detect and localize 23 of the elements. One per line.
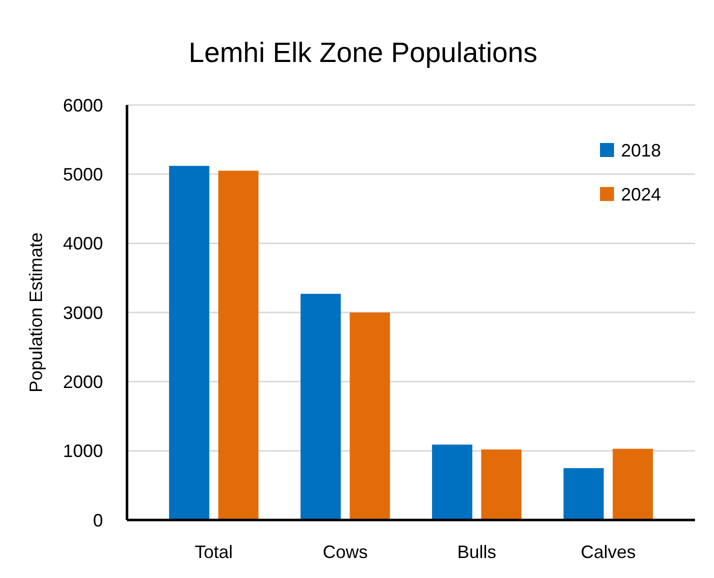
- legend-label: 2024: [621, 184, 662, 204]
- bar: [432, 444, 472, 520]
- bar: [169, 166, 210, 520]
- bar: [612, 448, 653, 520]
- y-tick-label: 4000: [62, 234, 103, 254]
- bar: [481, 449, 522, 520]
- x-tick-label: Calves: [580, 542, 636, 562]
- y-tick-label: 5000: [62, 164, 103, 184]
- y-tick-label: 3000: [62, 302, 103, 323]
- y-tick-label: 6000: [62, 95, 103, 116]
- y-tick-label: 0: [92, 510, 103, 530]
- bar: [218, 170, 258, 520]
- x-tick-label: Total: [194, 542, 233, 562]
- bar: [350, 312, 390, 520]
- y-tick-label: 1000: [62, 441, 103, 462]
- y-axis-title: Population Estimate: [26, 232, 46, 393]
- legend-label: 2018: [621, 140, 662, 160]
- y-tick-label: 2000: [62, 372, 103, 392]
- bar: [564, 468, 604, 520]
- bar: [300, 294, 341, 520]
- x-tick-label: Cows: [322, 542, 368, 562]
- x-tick-label: Bulls: [457, 542, 496, 562]
- chart-title: Lemhi Elk Zone Populations: [188, 37, 538, 68]
